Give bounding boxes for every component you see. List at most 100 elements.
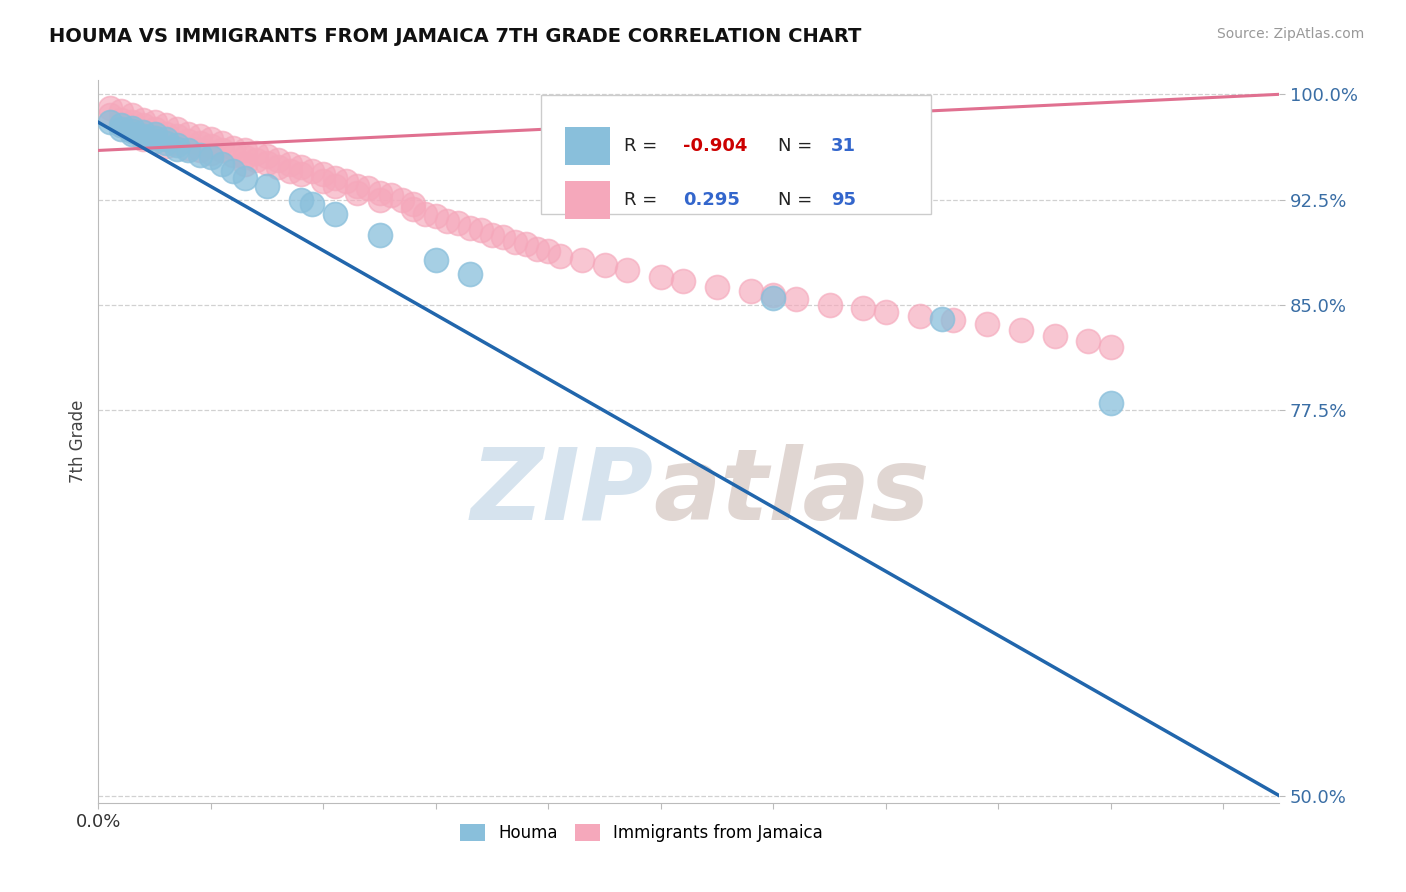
Point [481, 227, 503, 242]
Text: R =: R = [624, 191, 664, 210]
Text: N =: N = [778, 137, 817, 155]
Point [132, 132, 155, 146]
Point [98, 108, 121, 122]
Point [155, 118, 177, 132]
Text: HOUMA VS IMMIGRANTS FROM JAMAICA 7TH GRADE CORRELATION CHART: HOUMA VS IMMIGRANTS FROM JAMAICA 7TH GRA… [49, 27, 862, 45]
Point [312, 167, 335, 181]
Point [200, 146, 222, 161]
Text: 95: 95 [831, 191, 856, 210]
Point [391, 193, 413, 207]
Point [1043, 328, 1066, 343]
Point [121, 108, 143, 122]
Point [458, 220, 481, 235]
Point [650, 269, 672, 284]
Point [121, 120, 143, 135]
Point [155, 127, 177, 141]
Point [143, 129, 166, 144]
Point [323, 171, 346, 186]
Point [110, 118, 132, 132]
Point [110, 118, 132, 132]
Point [492, 230, 515, 244]
Point [233, 151, 256, 165]
Point [132, 118, 155, 132]
Text: atlas: atlas [654, 443, 929, 541]
Point [312, 174, 335, 188]
Point [200, 132, 222, 146]
FancyBboxPatch shape [565, 181, 610, 219]
Point [368, 193, 391, 207]
Point [278, 164, 301, 178]
Point [110, 122, 132, 136]
Point [672, 274, 695, 288]
Text: -0.904: -0.904 [683, 137, 748, 155]
Point [537, 244, 560, 259]
Point [548, 249, 571, 263]
Point [132, 112, 155, 127]
Point [368, 186, 391, 200]
Point [188, 129, 211, 144]
Point [222, 164, 245, 178]
Point [166, 129, 188, 144]
Point [1099, 340, 1122, 354]
Point [267, 153, 290, 168]
Point [233, 157, 256, 171]
Point [256, 149, 278, 163]
Point [368, 227, 391, 242]
Text: Source: ZipAtlas.com: Source: ZipAtlas.com [1216, 27, 1364, 41]
Point [908, 309, 931, 323]
Point [245, 153, 267, 168]
Point [200, 151, 222, 165]
Point [616, 262, 638, 277]
Point [166, 136, 188, 151]
Point [503, 235, 526, 249]
Text: ZIP: ZIP [471, 443, 654, 541]
FancyBboxPatch shape [541, 95, 931, 214]
Point [852, 301, 875, 315]
Point [211, 136, 233, 151]
Point [177, 134, 200, 148]
Point [762, 291, 785, 305]
Point [515, 237, 537, 252]
Point [357, 181, 380, 195]
Point [470, 223, 492, 237]
Point [110, 104, 132, 119]
Text: 0.295: 0.295 [683, 191, 740, 210]
Point [1077, 334, 1099, 349]
Point [200, 139, 222, 153]
Point [177, 140, 200, 154]
Point [188, 147, 211, 161]
Point [132, 127, 155, 141]
Point [132, 129, 155, 144]
Point [425, 252, 447, 267]
Point [301, 196, 323, 211]
Point [278, 157, 301, 171]
FancyBboxPatch shape [565, 128, 610, 165]
Point [1099, 396, 1122, 410]
Point [222, 147, 245, 161]
Point [290, 161, 312, 175]
Point [245, 146, 267, 161]
Point [593, 259, 616, 273]
Point [425, 210, 447, 224]
Point [413, 206, 436, 220]
Text: R =: R = [624, 137, 664, 155]
Point [762, 288, 785, 302]
Point [177, 127, 200, 141]
Point [346, 186, 368, 200]
Point [942, 313, 965, 327]
Point [166, 137, 188, 152]
Point [155, 132, 177, 146]
Point [155, 136, 177, 151]
Point [155, 132, 177, 146]
Point [110, 112, 132, 127]
Point [132, 125, 155, 139]
Point [166, 142, 188, 156]
Point [267, 161, 290, 175]
Point [233, 171, 256, 186]
Point [976, 318, 998, 332]
Point [121, 122, 143, 136]
Point [402, 196, 425, 211]
Point [301, 164, 323, 178]
Point [447, 216, 470, 230]
Point [818, 298, 841, 312]
